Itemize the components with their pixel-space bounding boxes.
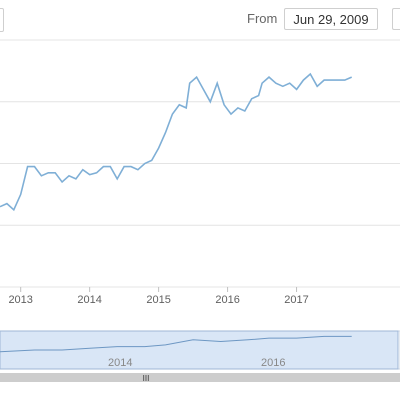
right-control-edge xyxy=(392,8,400,30)
series-line xyxy=(0,72,353,212)
navigator-series-line xyxy=(0,335,352,353)
from-date-input[interactable]: Jun 29, 2009 xyxy=(284,8,378,30)
x-axis-ticks: 2013 2014 2015 2016 2017 xyxy=(8,287,309,306)
x-tick-label-2014: 2014 xyxy=(77,294,101,306)
x-tick-label-2013: 2013 xyxy=(8,294,32,306)
navigator-label-2016: 2016 xyxy=(261,357,285,369)
x-tick-label-2017: 2017 xyxy=(284,294,308,306)
x-tick-label-2016: 2016 xyxy=(215,294,239,306)
scrollbar-grip-icon[interactable]: III xyxy=(143,374,150,383)
left-control-edge xyxy=(0,8,4,32)
scrollbar-thumb[interactable] xyxy=(0,373,400,382)
grid-lines xyxy=(0,39,400,288)
x-tick-label-2015: 2015 xyxy=(146,294,170,306)
navigator[interactable]: 2014 2016 III xyxy=(0,330,400,383)
from-label: From xyxy=(247,11,278,26)
navigator-label-2014: 2014 xyxy=(108,357,132,369)
